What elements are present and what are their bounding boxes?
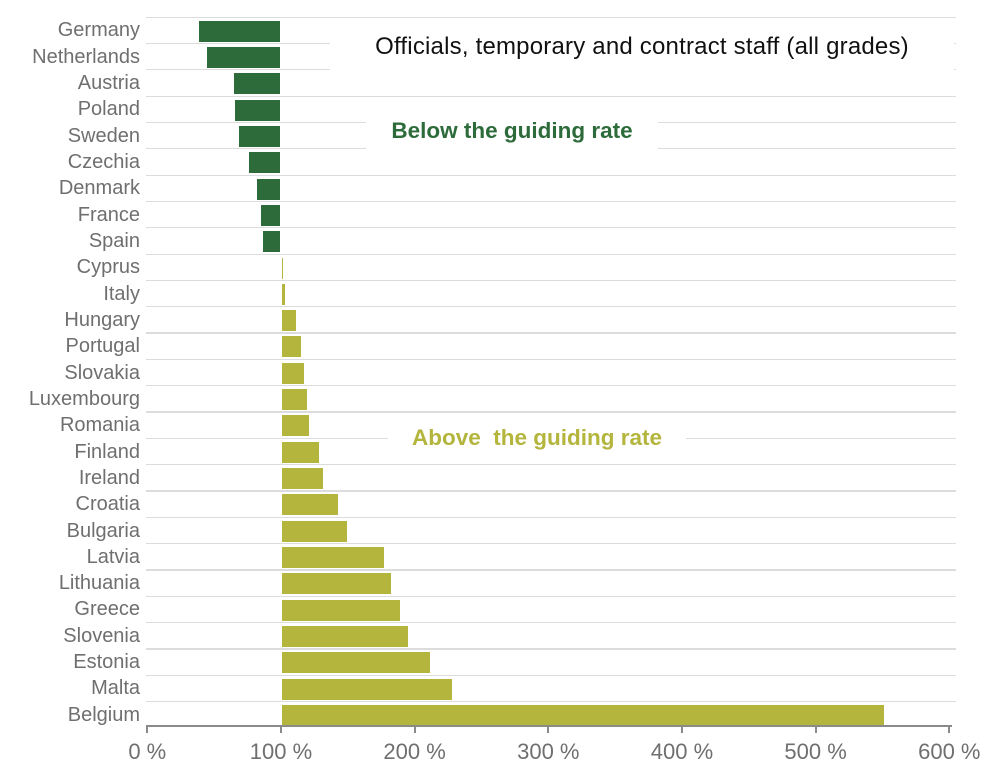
x-axis-tick-label: 200 % <box>383 739 446 764</box>
country-label-bulgaria: Bulgaria <box>66 519 140 542</box>
country-label-romania: Romania <box>59 414 140 437</box>
bar-slovakia <box>281 361 306 385</box>
country-label-cyprus: Cyprus <box>76 256 140 279</box>
bar-hungary <box>281 309 297 333</box>
row-gridline <box>146 543 956 545</box>
x-axis-tick <box>814 727 817 734</box>
row-gridline <box>146 464 956 466</box>
bar-spain <box>262 230 281 254</box>
row-gridline <box>146 569 956 571</box>
row-gridline <box>146 622 956 624</box>
bar-denmark <box>255 177 281 201</box>
x-axis-tick-label: 500 % <box>784 739 847 764</box>
bar-czechia <box>247 151 281 175</box>
country-label-malta: Malta <box>91 677 140 700</box>
country-label-portugal: Portugal <box>65 335 141 358</box>
bar-germany <box>198 19 281 43</box>
bar-bulgaria <box>281 519 348 543</box>
bar-ireland <box>281 467 324 490</box>
x-axis-tick <box>413 727 416 734</box>
bar-portugal <box>281 335 303 359</box>
bar-lithuania <box>281 572 392 596</box>
row-gridline <box>146 16 956 18</box>
row-gridline <box>146 516 956 518</box>
row-gridline <box>146 200 956 203</box>
x-axis-tick-label: 400 % <box>650 739 714 764</box>
bar-romania <box>281 414 311 438</box>
row-gridline <box>146 700 956 703</box>
x-axis-tick-label: 0 % <box>128 739 167 764</box>
country-label-denmark: Denmark <box>58 177 140 200</box>
bar-austria <box>232 72 281 96</box>
row-gridline <box>146 385 956 387</box>
x-axis-tick-label: 600 % <box>918 739 981 764</box>
row-gridline <box>146 595 956 597</box>
row-gridline <box>146 174 956 176</box>
row-gridline <box>146 674 956 676</box>
country-label-belgium: Belgium <box>67 703 140 726</box>
country-label-finland: Finland <box>74 440 140 463</box>
country-label-croatia: Croatia <box>75 493 140 516</box>
country-label-luxembourg: Luxembourg <box>28 387 140 410</box>
x-axis-tick <box>948 727 951 734</box>
chart-title-box: Officials, temporary and contract staff … <box>330 20 954 92</box>
annotation-above-guiding-rate: Above the guiding rate <box>411 425 663 450</box>
country-label-estonia: Estonia <box>73 651 140 674</box>
row-gridline <box>146 490 956 492</box>
country-label-czechia: Czechia <box>67 151 140 173</box>
x-axis-tick-label: 100 % <box>249 739 313 764</box>
row-gridline <box>146 279 956 282</box>
annotation-below-guiding-rate: Below the guiding rate <box>391 118 633 143</box>
row-gridline <box>146 332 956 334</box>
x-axis-tick <box>547 727 550 734</box>
row-gridline <box>146 253 956 255</box>
bar-sweden <box>238 124 281 148</box>
bar-latvia <box>281 546 386 569</box>
country-label-hungary: Hungary <box>64 308 140 331</box>
country-label-italy: Italy <box>103 282 140 305</box>
bar-belgium <box>281 703 886 727</box>
bar-poland <box>234 98 281 122</box>
bar-luxembourg <box>281 388 308 412</box>
x-axis-tick <box>681 727 683 734</box>
annotation-above-box: Above the guiding rate <box>388 419 686 457</box>
x-axis-line <box>146 725 952 728</box>
x-axis-tick <box>146 727 149 734</box>
row-gridline <box>146 358 956 361</box>
country-label-poland: Poland <box>77 98 140 121</box>
country-label-lithuania: Lithuania <box>58 572 140 595</box>
x-axis-tick <box>280 727 282 734</box>
row-gridline <box>146 227 956 229</box>
bar-croatia <box>281 493 339 517</box>
country-label-sweden: Sweden <box>67 124 140 147</box>
country-label-slovakia: Slovakia <box>64 361 140 384</box>
bar-slovenia <box>281 625 410 648</box>
annotation-below-box: Below the guiding rate <box>366 112 658 150</box>
row-gridline <box>146 648 956 650</box>
country-label-ireland: Ireland <box>78 466 140 489</box>
x-axis-tick-label: 300 % <box>517 739 580 764</box>
bar-france <box>259 203 281 227</box>
row-gridline <box>146 306 956 308</box>
bar-netherlands <box>206 45 281 69</box>
country-label-greece: Greece <box>74 598 140 621</box>
country-label-slovenia: Slovenia <box>63 624 140 647</box>
chart-title: Officials, temporary and contract staff … <box>375 33 909 60</box>
country-label-netherlands: Netherlands <box>32 45 140 68</box>
row-gridline <box>146 411 956 413</box>
bar-greece <box>281 598 402 622</box>
bar-estonia <box>281 651 431 675</box>
country-label-latvia: Latvia <box>86 545 140 568</box>
bar-malta <box>281 677 454 701</box>
bar-cyprus <box>281 256 284 280</box>
country-label-austria: Austria <box>77 72 140 94</box>
country-label-france: France <box>77 203 140 226</box>
country-label-germany: Germany <box>57 19 140 42</box>
bar-italy <box>281 282 287 306</box>
row-gridline <box>146 95 956 97</box>
bar-finland <box>281 440 320 464</box>
country-label-spain: Spain <box>88 230 140 252</box>
